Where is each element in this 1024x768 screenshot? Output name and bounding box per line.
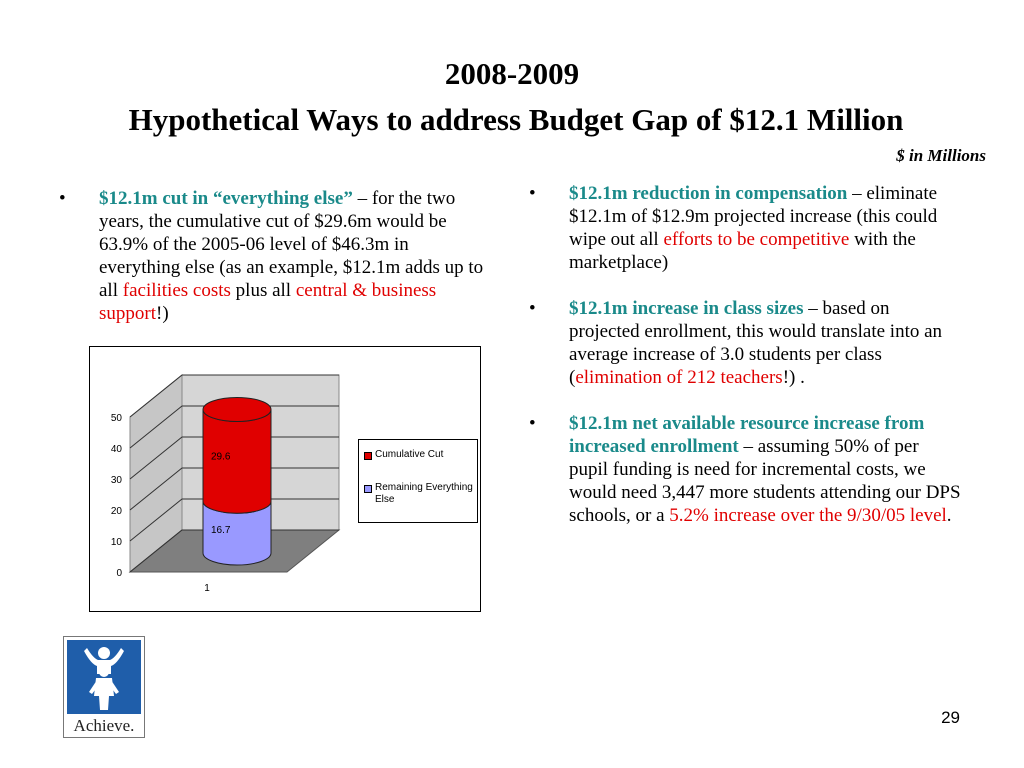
bullet-compensation: • $12.1m reduction in compensation – eli… xyxy=(529,182,961,274)
achieve-logo: Achieve. xyxy=(63,636,145,738)
legend-swatch-blue xyxy=(364,485,372,493)
bullet-marker: • xyxy=(59,188,66,209)
y-gridline xyxy=(129,405,339,449)
bullet-marker: • xyxy=(529,183,536,204)
cylinder-top-cap xyxy=(202,396,272,422)
chart-canvas: 0 10 20 30 40 50 16.7 29.6 1 xyxy=(111,373,341,594)
bullet-lead: $12.1m increase in class sizes xyxy=(569,298,804,319)
bullet-text: . xyxy=(946,505,952,526)
data-label: 29.6 xyxy=(211,451,231,462)
y-gridline xyxy=(129,498,339,542)
y-tick-label: 30 xyxy=(111,475,123,486)
y-tick-label: 10 xyxy=(111,537,123,548)
x-category-label: 1 xyxy=(204,583,210,594)
bullet-text: – for the two years, the cumulative cut … xyxy=(99,188,484,301)
bullet-text: !) xyxy=(156,303,169,324)
slide-title-year: 2008-2009 xyxy=(444,56,580,91)
bullet-lead: $12.1m net available resource increase f… xyxy=(569,413,925,457)
y-tick-label: 20 xyxy=(111,506,123,517)
y-tick-label: 40 xyxy=(111,444,123,455)
left-bullet-list: • $12.1m cut in “everything else” – for … xyxy=(59,187,493,325)
bullet-marker: • xyxy=(529,298,536,319)
bullet-lead: $12.1m reduction in compensation xyxy=(569,183,848,204)
data-label: 16.7 xyxy=(211,525,231,536)
legend-label-remaining: Remaining Everything Else xyxy=(375,482,473,505)
bullet-text: with the marketplace) xyxy=(569,229,916,273)
y-gridline xyxy=(129,467,339,511)
y-tick-label: 0 xyxy=(116,568,122,579)
right-bullet-list: • $12.1m reduction in compensation – eli… xyxy=(529,182,961,550)
bullet-lead: $12.1m cut in “everything else” xyxy=(99,188,353,209)
legend-item-remaining: Remaining Everything Else xyxy=(364,482,479,506)
y-gridline xyxy=(129,436,339,480)
slide-title: Hypothetical Ways to address Budget Gap … xyxy=(128,102,904,137)
y-gridline xyxy=(129,529,339,573)
logo-wordmark: Achieve. xyxy=(73,716,135,735)
bullet-highlight: central & business support xyxy=(99,280,437,324)
legend-label-cumulative: Cumulative Cut xyxy=(375,449,444,460)
bullet-text: – eliminate $12.1m of $12.9m projected i… xyxy=(569,183,938,250)
bullet-highlight: facilities costs xyxy=(122,280,231,301)
bullet-highlight: efforts to be competitive xyxy=(663,229,850,250)
bullet-text: !) . xyxy=(782,367,805,388)
stacked-cylinder-chart: 0 10 20 30 40 50 16.7 29.6 1 Cumulative Cut Rema… xyxy=(89,346,481,612)
chart-legend: Cumulative Cut Remaining Everything Else xyxy=(358,439,478,523)
y-tick-label: 50 xyxy=(111,413,123,424)
logo-emblem xyxy=(67,640,141,714)
units-subtitle: $ in Millions xyxy=(896,146,986,165)
bullet-text: plus all xyxy=(230,280,296,301)
bullet-text: – assuming 50% of per pupil funding is n… xyxy=(569,436,961,526)
bullet-class-sizes: • $12.1m increase in class sizes – based… xyxy=(529,297,961,389)
bullet-enrollment: • $12.1m net available resource increase… xyxy=(529,412,961,527)
y-gridline xyxy=(129,374,339,418)
bullet-text: – based on projected enrollment, this wo… xyxy=(569,298,943,388)
bullet-highlight: elimination of 212 teachers xyxy=(575,367,783,388)
legend-swatch-red xyxy=(364,452,372,460)
page-number: 29 xyxy=(941,708,960,727)
legend-item-cumulative: Cumulative Cut xyxy=(364,449,479,461)
parent-child-icon xyxy=(84,647,124,710)
bullet-everything-else-cut: • $12.1m cut in “everything else” – for … xyxy=(59,187,493,325)
bullet-highlight: 5.2% increase over the 9/30/05 level xyxy=(669,505,947,526)
bullet-marker: • xyxy=(529,413,536,434)
